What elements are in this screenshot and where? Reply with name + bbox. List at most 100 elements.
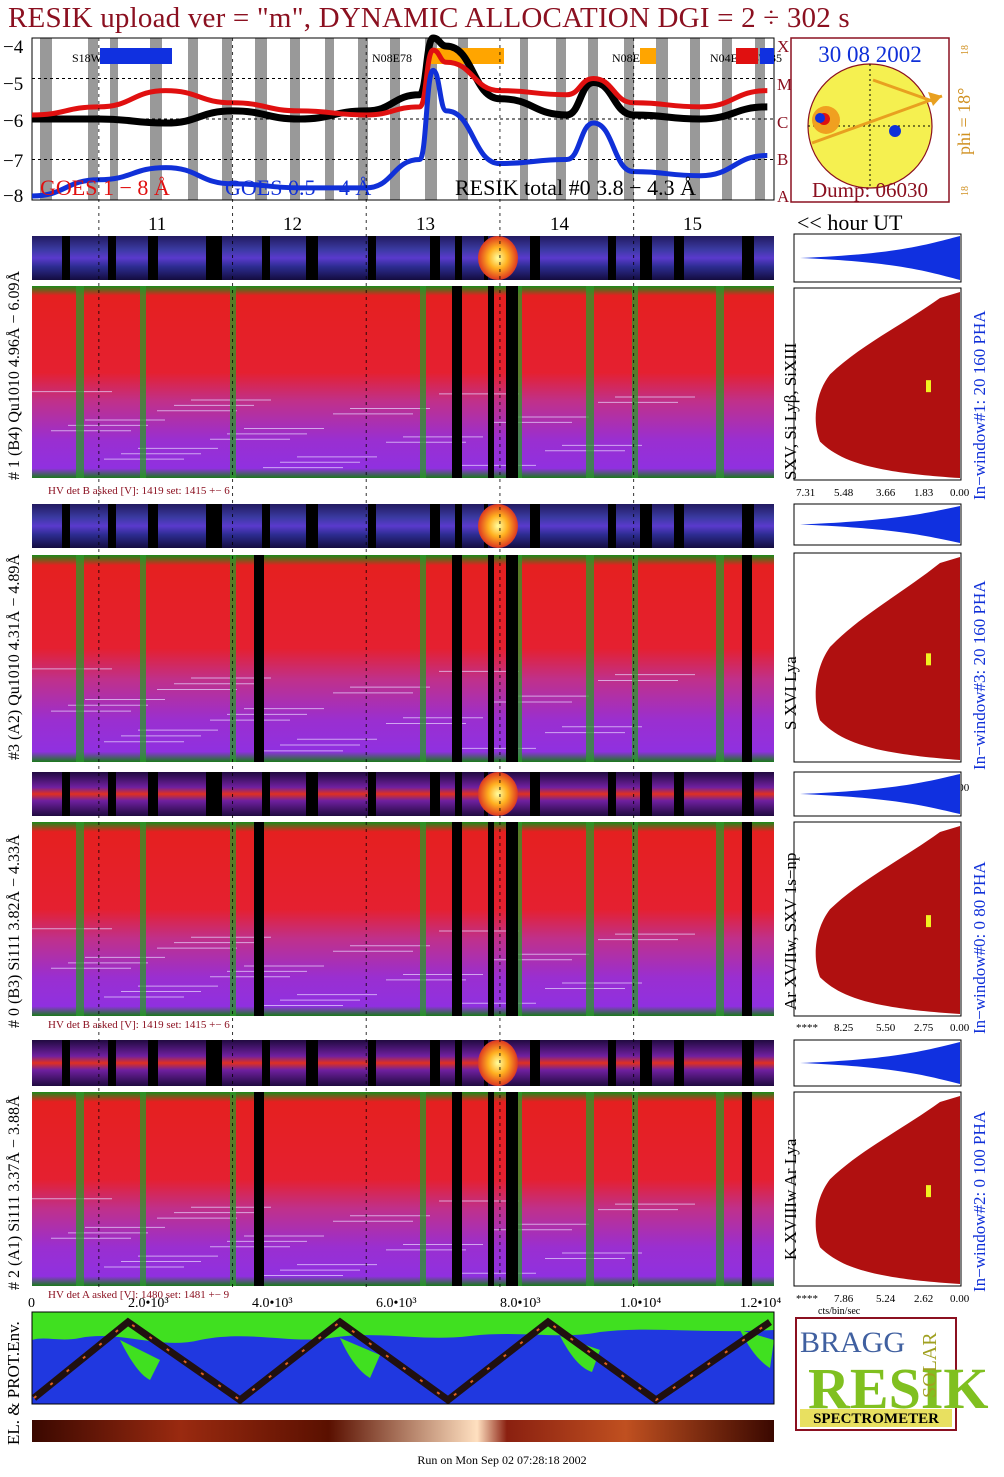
region-bar bbox=[760, 48, 774, 64]
time-tick-8000: 8.0•10³ bbox=[500, 1296, 541, 1311]
y-tick-m7: −7 bbox=[3, 151, 23, 172]
spectrum-strip bbox=[32, 236, 774, 280]
legend-goes-long: GOES 1 − 8 Å bbox=[40, 175, 170, 200]
detector-group-3: HV det A asked [V]: 1480 set: 1481 +− 9 *… bbox=[32, 1039, 970, 1305]
window-marker bbox=[926, 1185, 931, 1198]
sun-position-panel: 30 08 2002 Dump: 06030 18 phi = 18° 18 bbox=[790, 37, 974, 203]
sun-center-marker bbox=[889, 125, 901, 137]
flare-emission bbox=[478, 772, 518, 816]
class-letter-a: A bbox=[777, 187, 790, 206]
detector-group-2: HV det B asked [V]: 1419 set: 1415 +− 6 *… bbox=[32, 771, 970, 1034]
spectral-lines-label: SXV, Si Lyβ, SiXIII bbox=[781, 342, 800, 480]
pha-tick: **** bbox=[796, 1293, 818, 1305]
pointing-marker bbox=[815, 113, 825, 123]
environment-strip bbox=[32, 1420, 774, 1442]
pha-tick: 2.62 bbox=[914, 1293, 933, 1305]
detector-group-0: HV det B asked [V]: 1419 set: 1415 +− 6 7… bbox=[32, 233, 970, 499]
class-letter-x: X bbox=[777, 37, 789, 56]
orbit-trajectory bbox=[31, 1317, 772, 1405]
goes-lightcurve-panel: S18W29N08E78N08E78N04E78N04W35 −4 −5 −6 … bbox=[3, 34, 792, 207]
hv-status: HV det B asked [V]: 1419 set: 1415 +− 6 bbox=[48, 1019, 230, 1031]
pha-tick: 0.00 bbox=[950, 1293, 970, 1305]
time-tick-0: 0 bbox=[28, 1296, 35, 1311]
waterfall-spectrogram bbox=[32, 286, 774, 478]
window-marker bbox=[926, 380, 931, 393]
hour-label-15: 15 bbox=[683, 214, 702, 235]
pha-window-label: In−window#0: 0 80 PHA bbox=[970, 861, 989, 1034]
pha-histogram-main bbox=[815, 557, 960, 760]
y-tick-m5: −5 bbox=[3, 74, 23, 95]
goes-short-line bbox=[31, 67, 768, 199]
detector-label: # 0 (B3) Si111 3.82Å − 4.33Å bbox=[6, 834, 23, 1028]
pha-histogram-main bbox=[815, 826, 960, 1014]
spectral-lines-label: Ar XVIIw, SXV 1s−np bbox=[781, 852, 800, 1010]
sun-date: 30 08 2002 bbox=[818, 42, 922, 67]
pha-tick: 7.86 bbox=[834, 1293, 854, 1305]
pha-window-label: In−window#1: 20 160 PHA bbox=[970, 310, 989, 500]
y-tick-m4: −4 bbox=[3, 37, 24, 58]
pha-tick: 5.24 bbox=[876, 1293, 896, 1305]
run-timestamp: Run on Mon Sep 02 07:28:18 2002 bbox=[417, 1453, 587, 1467]
region-bar bbox=[100, 48, 172, 64]
pha-histogram-main bbox=[815, 1096, 960, 1284]
phi-tick-bottom: 18 bbox=[960, 186, 971, 196]
pha-tick: 2.75 bbox=[914, 1022, 934, 1034]
y-tick-m6: −6 bbox=[3, 111, 23, 132]
pha-histogram-top bbox=[800, 506, 960, 543]
time-tick-10000: 1.0•10⁴ bbox=[620, 1296, 661, 1311]
logo-bottom: SPECTROMETER bbox=[813, 1411, 939, 1427]
hour-label-11: 11 bbox=[148, 214, 166, 235]
class-letter-b: B bbox=[777, 150, 788, 169]
flare-emission bbox=[478, 1040, 518, 1086]
time-tick-4000: 4.0•10³ bbox=[252, 1296, 293, 1311]
rotation-axis-arrow bbox=[811, 94, 943, 145]
time-axis: 0 2.0•10³ 4.0•10³ 6.0•10³ 8.0•10³ 1.0•10… bbox=[28, 1296, 861, 1317]
class-letter-c: C bbox=[777, 113, 788, 132]
waterfall-spectrogram bbox=[32, 822, 774, 1016]
hour-axis: 11 12 13 14 15 << hour UT bbox=[148, 210, 903, 235]
pha-tick: 5.50 bbox=[876, 1022, 896, 1034]
dump-number: Dump: 06030 bbox=[812, 178, 928, 202]
particle-environment-panel bbox=[31, 1311, 775, 1442]
waterfall-spectrogram bbox=[32, 555, 774, 762]
time-tick-2000: 2.0•10³ bbox=[128, 1296, 169, 1311]
env-panel-label: EL. & PROT.Env. bbox=[4, 1321, 23, 1445]
spectrum-strip bbox=[32, 1040, 774, 1086]
time-tick-6000: 6.0•10³ bbox=[376, 1296, 417, 1311]
pha-histogram-top bbox=[800, 774, 960, 814]
goes-long-line bbox=[31, 47, 768, 118]
pha-window-label: In−window#3: 20 160 PHA bbox=[970, 580, 989, 770]
detector-label: # 2 (A1) Si111 3.37Å − 3.88Å bbox=[6, 1095, 23, 1291]
spectral-lines-label: K XVIIIw Ar Lya bbox=[781, 1138, 800, 1260]
detector-label: #3 (A2) Qu1010 4.31Å − 4.89Å bbox=[6, 554, 23, 760]
pha-tick: 7.31 bbox=[796, 487, 815, 499]
pha-histogram-main bbox=[815, 292, 960, 478]
waterfall-spectrogram bbox=[32, 1092, 774, 1286]
detector-group-1: HV det A asked [V]: 1480 set: 1481 +− 96… bbox=[32, 503, 970, 794]
spectrum-strip bbox=[32, 504, 774, 548]
hv-status: HV det A asked [V]: 1480 set: 1481 +− 9 bbox=[48, 1289, 230, 1301]
detector-label: # 1 (B4) Qu1010 4.96Å − 6.09Å bbox=[6, 270, 23, 480]
pha-tick: **** bbox=[796, 1022, 818, 1034]
legend-goes-short: GOES 0.5 − 4 Å bbox=[225, 175, 371, 200]
pha-tick: 8.25 bbox=[834, 1022, 854, 1034]
occultation-band bbox=[722, 38, 732, 200]
pha-histogram-top bbox=[800, 236, 960, 280]
y-tick-m8: −8 bbox=[3, 186, 23, 207]
flare-bar bbox=[640, 48, 656, 64]
window-marker bbox=[926, 653, 931, 666]
flare-emission bbox=[478, 236, 518, 280]
phi-value: phi = 18° bbox=[954, 88, 974, 155]
region-label: N08E78 bbox=[372, 51, 412, 65]
logo-side: SOLAR bbox=[919, 1332, 941, 1398]
pha-tick: 5.48 bbox=[834, 487, 854, 499]
hour-unit-label: << hour UT bbox=[797, 210, 903, 235]
pha-window-label: In−window#2: 0 100 PHA bbox=[970, 1110, 989, 1292]
hour-label-14: 14 bbox=[550, 214, 570, 235]
pha-histogram-top bbox=[800, 1042, 960, 1084]
spectral-lines-label: S XVI Lya bbox=[781, 656, 800, 730]
flare-bar bbox=[736, 48, 758, 64]
flare-emission bbox=[478, 504, 518, 548]
bragg-solar-spectrometer-logo: BRAGG RESIK SOLAR SPECTROMETER bbox=[795, 1317, 989, 1431]
